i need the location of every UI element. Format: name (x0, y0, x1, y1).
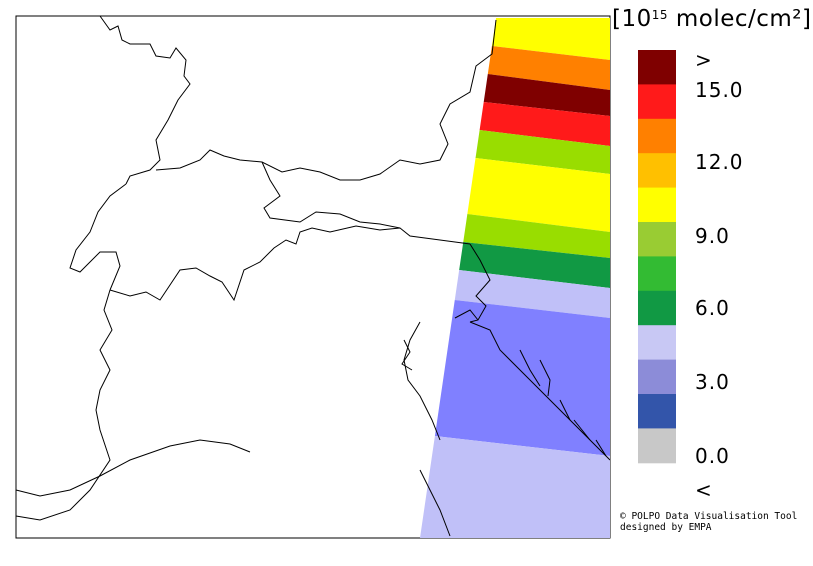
legend-swatch (638, 290, 676, 326)
coast-adriatic-italy (403, 321, 441, 441)
coast-po-delta (401, 339, 413, 371)
border-france-germany (99, 15, 191, 185)
swath-row (475, 130, 610, 174)
legend-swatch (638, 118, 676, 154)
coast-tuscany (419, 469, 451, 537)
legend-swatch (638, 50, 676, 85)
legend-tick-label: 0.0 (695, 444, 730, 468)
swath-row (467, 158, 610, 232)
legend-swatch (638, 394, 676, 429)
islands-croatia (519, 349, 607, 457)
country-borders (15, 15, 611, 537)
coast-istria (454, 309, 479, 321)
coast-liguria (15, 439, 251, 497)
border-italy-france (15, 289, 113, 521)
swath-row (487, 46, 610, 90)
border-france-switzerland (69, 183, 127, 291)
legend-tick-label: 15.0 (695, 78, 744, 102)
satellite-swath (420, 18, 610, 538)
legend-tick-label: 12.0 (695, 150, 744, 174)
legend-swatch (638, 222, 676, 257)
unit-suffix: molec/cm²] (668, 6, 812, 32)
credit-line-1: © POLPO Data Visualisation Tool (620, 511, 798, 522)
legend-tick-label: > (695, 48, 713, 72)
legend-swatch (638, 84, 676, 120)
swath-row (454, 270, 610, 318)
unit-exponent: 15 (651, 8, 669, 22)
credit-text: © POLPO Data Visualisation Tool designed… (620, 511, 810, 533)
unit-prefix: [10 (612, 6, 652, 32)
swath-row (483, 74, 610, 116)
swath-row (463, 214, 610, 258)
unit-label: [1015 molec/cm²] (612, 6, 812, 32)
swath-row (459, 242, 610, 288)
border-switzerland-italy (109, 225, 471, 302)
legend-swatch (638, 187, 676, 223)
swath-row (491, 18, 610, 60)
legend-swatch (638, 325, 676, 361)
coast-croatia (469, 321, 611, 461)
legend-swatch (638, 428, 676, 464)
legend-tick-label: < (695, 478, 713, 502)
legend-tick-label: 3.0 (695, 370, 730, 394)
legend-tick-label: 9.0 (695, 224, 730, 248)
border-switzerland-north (155, 19, 497, 181)
legend-swatch (638, 359, 676, 395)
border-austria (261, 161, 401, 229)
legend-swatch (638, 153, 676, 189)
swath-row (420, 436, 610, 538)
swath-row (434, 300, 610, 456)
swath-row (479, 102, 610, 146)
legend-swatch (638, 256, 676, 292)
legend-tick-label: 6.0 (695, 296, 730, 320)
credit-line-2: designed by EMPA (620, 522, 712, 533)
